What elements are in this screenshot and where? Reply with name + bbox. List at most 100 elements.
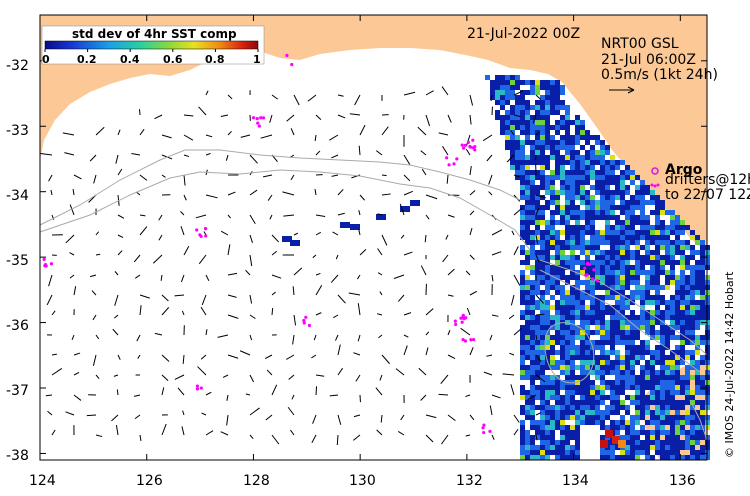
sst-pixel	[560, 300, 565, 305]
sst-pixel	[530, 415, 535, 420]
sst-pixel	[535, 330, 540, 335]
sst-pixel	[515, 110, 520, 115]
sst-pixel	[610, 255, 615, 260]
sst-pixel	[660, 365, 665, 370]
drifter-point	[302, 321, 306, 325]
drifter-point	[44, 264, 48, 268]
sst-pixel	[640, 415, 645, 420]
sst-pixel	[630, 195, 635, 200]
sst-pixel	[540, 400, 545, 405]
sst-pixel	[515, 165, 520, 170]
sst-pixel	[625, 350, 630, 355]
sst-pixel	[540, 415, 545, 420]
sst-pixel	[525, 455, 530, 460]
sst-pixel	[610, 280, 615, 285]
sst-pixel	[525, 195, 530, 200]
sst-pixel	[590, 290, 595, 295]
sst-pixel	[570, 175, 575, 180]
sst-pixel	[630, 255, 635, 260]
sst-pixel	[690, 390, 695, 395]
current-vector	[89, 274, 97, 278]
sst-pixel	[655, 430, 660, 435]
sst-pixel	[570, 210, 575, 215]
sst-pixel	[625, 355, 630, 360]
sst-pixel	[695, 290, 700, 295]
sst-pixel	[660, 330, 665, 335]
sst-pixel	[655, 235, 660, 240]
sst-pixel	[670, 350, 675, 355]
current-vector	[198, 106, 207, 116]
sst-pixel	[680, 275, 685, 280]
current-vector	[265, 414, 273, 421]
sst-pixel	[665, 410, 670, 415]
colorbar-ticks	[44, 49, 259, 52]
sst-pixel	[680, 405, 685, 410]
sst-pixel	[545, 340, 550, 345]
sst-pixel	[550, 385, 555, 390]
sst-pixel	[520, 350, 525, 355]
sst-pixel	[550, 440, 555, 445]
sst-pixel	[640, 285, 645, 290]
drifter-point	[195, 387, 200, 391]
sst-pixel	[525, 275, 530, 280]
sst-pixel	[530, 195, 535, 200]
current-time-label: 21-Jul 06:00Z	[601, 52, 696, 68]
sst-pixel	[530, 450, 535, 455]
sst-pixel	[680, 300, 685, 305]
sst-pixel	[520, 440, 525, 445]
sst-pixel	[570, 295, 575, 300]
sst-pixel	[565, 415, 570, 420]
sst-pixel	[700, 400, 705, 405]
current-vector	[269, 114, 273, 123]
sst-pixel	[625, 410, 630, 415]
sst-pixel	[610, 260, 615, 265]
sst-pixel	[565, 450, 570, 455]
sst-pixel	[540, 100, 545, 105]
sst-pixel	[680, 400, 685, 405]
sst-pixel	[655, 245, 660, 250]
sst-pixel	[490, 90, 495, 95]
sst-pixel	[695, 315, 700, 320]
sst-pixel	[610, 320, 615, 325]
sst-pixel	[580, 225, 585, 230]
sst-pixel	[580, 250, 585, 255]
sst-pixel	[580, 170, 585, 175]
sst-pixel	[620, 280, 625, 285]
sst-pixel	[545, 395, 550, 400]
sst-pixel	[565, 325, 570, 330]
sst-pixel	[530, 440, 535, 445]
current-vector	[510, 130, 515, 136]
sst-pixel	[550, 135, 555, 140]
sst-pixel	[585, 135, 590, 140]
sst-pixel	[570, 370, 575, 375]
sst-pixel	[700, 445, 705, 450]
sst-pixel	[540, 340, 545, 345]
current-vector	[490, 94, 493, 102]
sst-pixel	[535, 160, 540, 165]
sst-pixel	[570, 425, 575, 430]
sst-pixel	[670, 425, 675, 430]
sst-pixel	[620, 270, 625, 275]
sst-pixel	[530, 210, 535, 215]
current-vector	[205, 391, 212, 396]
current-vector	[158, 234, 163, 241]
sst-pixel	[645, 450, 650, 455]
sst-pixel	[665, 285, 670, 290]
sst-pixel	[695, 265, 700, 270]
drifter-point	[469, 338, 473, 342]
sst-pixel	[590, 385, 595, 390]
sst-pixel	[595, 260, 600, 265]
sst-pixel	[665, 245, 670, 250]
current-vector	[287, 406, 295, 416]
sst-pixel	[665, 275, 670, 280]
sst-pixel	[575, 185, 580, 190]
sst-pixel	[620, 405, 625, 410]
sst-pixel	[530, 345, 535, 350]
sst-pixel	[570, 385, 575, 390]
sst-pixel	[685, 430, 690, 435]
sst-pixel	[605, 410, 610, 415]
sst-pixel	[630, 210, 635, 215]
sst-pixel	[545, 445, 550, 450]
sst-pixel	[560, 365, 565, 370]
current-vector	[445, 234, 449, 240]
